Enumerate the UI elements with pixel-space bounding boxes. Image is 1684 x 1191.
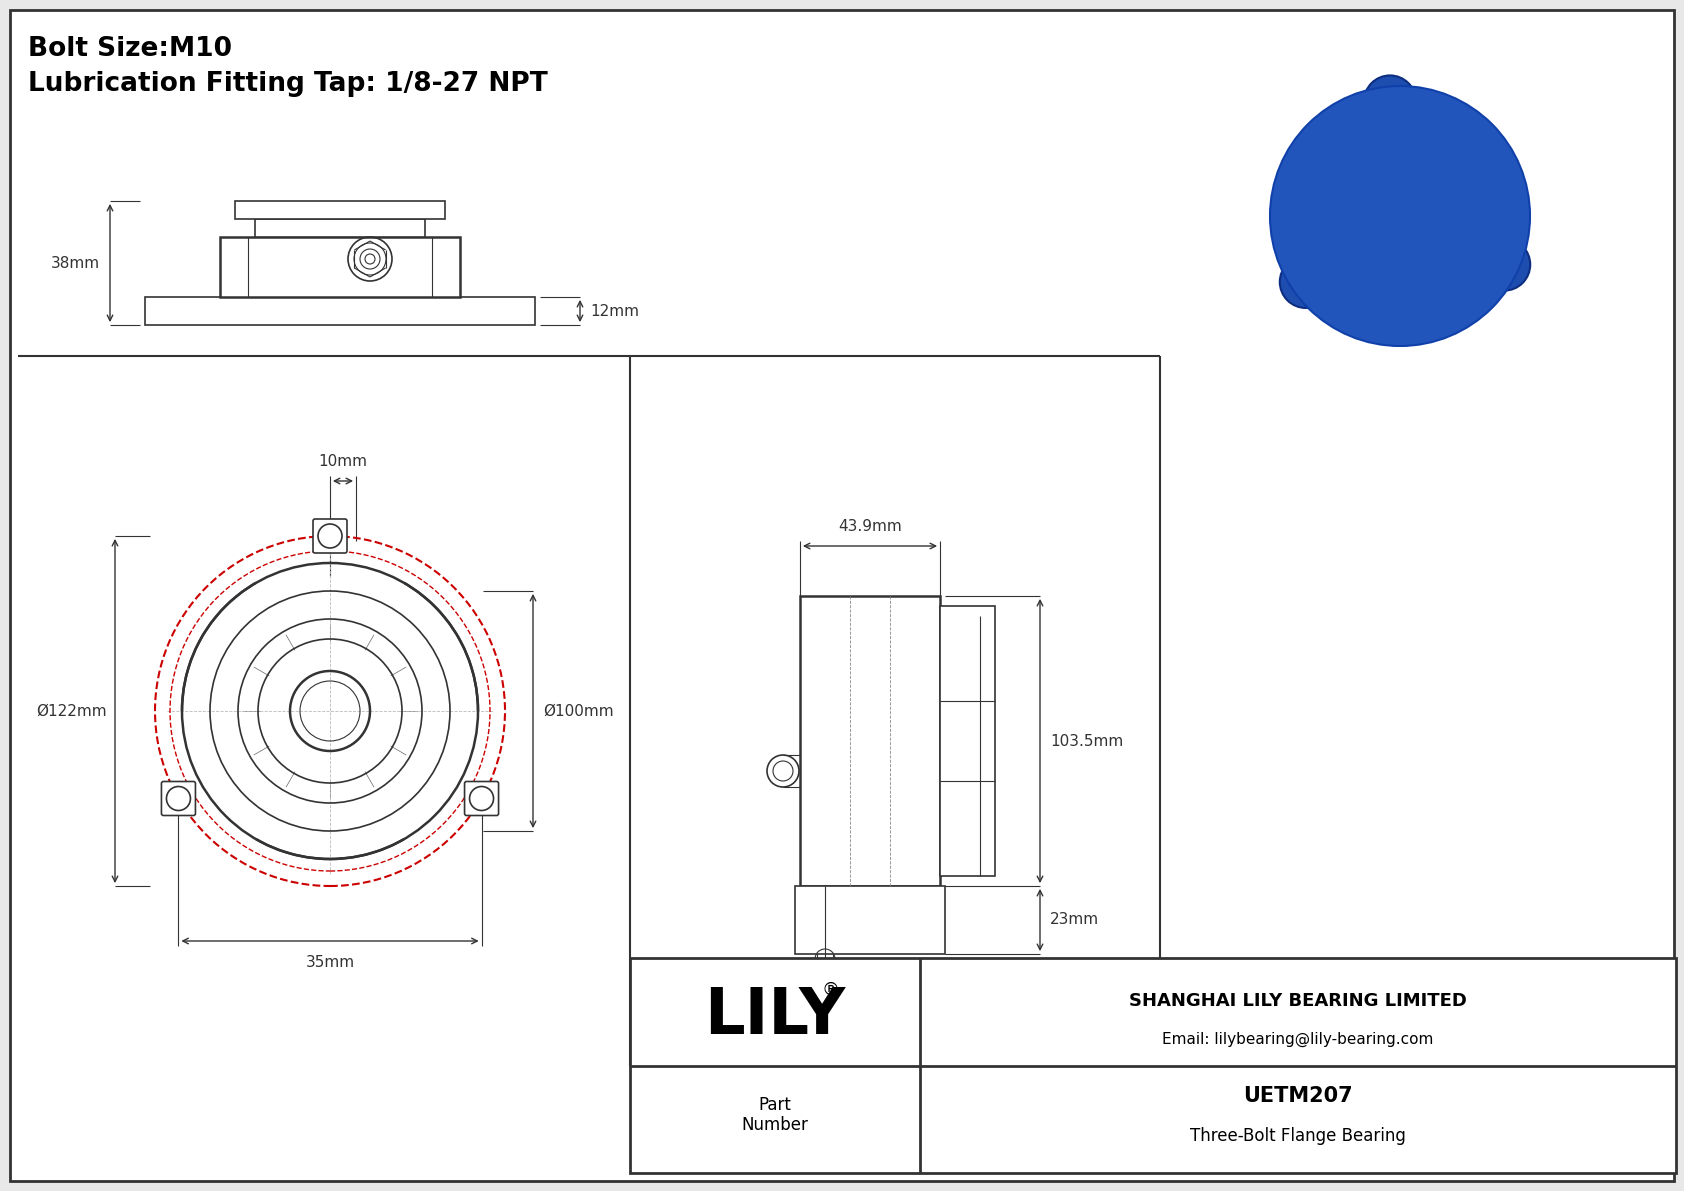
Circle shape <box>1384 200 1416 232</box>
FancyBboxPatch shape <box>313 519 347 553</box>
Text: Ø122mm: Ø122mm <box>37 704 108 718</box>
Circle shape <box>1270 86 1531 347</box>
Text: UETM207: UETM207 <box>1243 1086 1352 1105</box>
FancyBboxPatch shape <box>465 781 498 816</box>
Circle shape <box>1357 174 1442 258</box>
Bar <box>221 237 460 297</box>
Text: SHANGHAI LILY BEARING LIMITED: SHANGHAI LILY BEARING LIMITED <box>1128 992 1467 1010</box>
Circle shape <box>1361 176 1440 256</box>
FancyBboxPatch shape <box>162 781 195 816</box>
Text: Bolt Size:M10: Bolt Size:M10 <box>29 36 232 62</box>
Text: Part
Number: Part Number <box>741 1096 808 1134</box>
Circle shape <box>1379 91 1401 112</box>
Bar <box>940 606 995 877</box>
Circle shape <box>1372 188 1428 244</box>
Bar <box>236 201 445 219</box>
Text: LILY: LILY <box>704 985 845 1047</box>
Text: 12mm: 12mm <box>589 304 638 318</box>
Circle shape <box>1335 151 1465 281</box>
Bar <box>630 958 1676 1173</box>
Text: Three-Bolt Flange Bearing: Three-Bolt Flange Bearing <box>1191 1128 1406 1146</box>
Circle shape <box>1280 256 1332 308</box>
Text: ®: ® <box>822 981 839 999</box>
Bar <box>800 596 940 886</box>
Circle shape <box>1364 75 1416 127</box>
Circle shape <box>1494 254 1516 275</box>
Text: 35mm: 35mm <box>305 955 355 969</box>
Bar <box>254 219 424 237</box>
Text: 43.9mm: 43.9mm <box>839 519 903 534</box>
Circle shape <box>1346 161 1455 272</box>
Circle shape <box>1295 272 1317 293</box>
Text: Email: lilybearing@lily-bearing.com: Email: lilybearing@lily-bearing.com <box>1162 1033 1433 1047</box>
Text: 23mm: 23mm <box>1051 912 1100 928</box>
Text: Ø100mm: Ø100mm <box>542 704 613 718</box>
Bar <box>795 886 945 954</box>
Bar <box>145 297 536 325</box>
Text: 103.5mm: 103.5mm <box>1051 734 1123 748</box>
Text: 10mm: 10mm <box>318 454 367 469</box>
Text: Lubrication Fitting Tap: 1/8-27 NPT: Lubrication Fitting Tap: 1/8-27 NPT <box>29 71 547 96</box>
Circle shape <box>1479 238 1531 291</box>
Text: 38mm: 38mm <box>51 256 99 270</box>
Circle shape <box>1315 131 1485 301</box>
